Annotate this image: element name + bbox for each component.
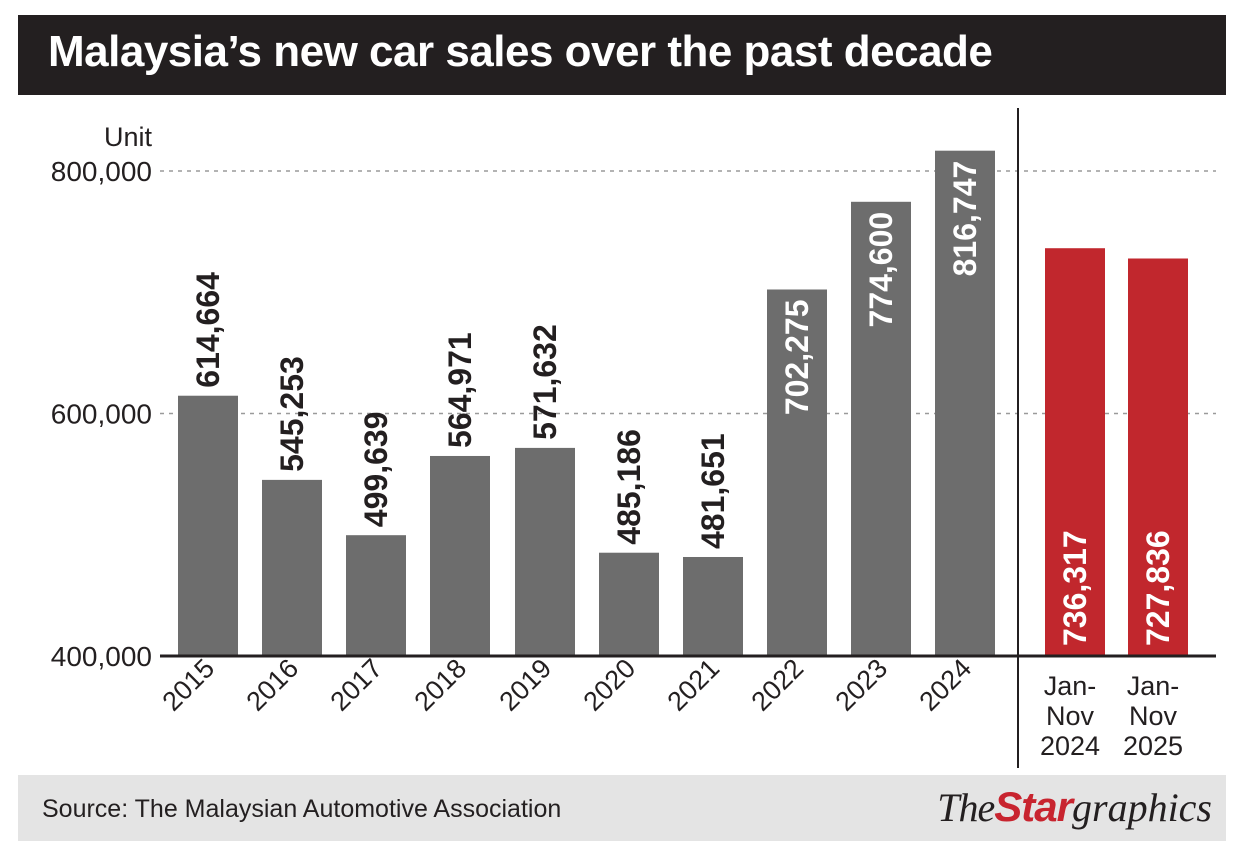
value-label: 481,651 — [695, 433, 731, 549]
y-tick-label: 800,000 — [51, 156, 152, 187]
value-label: 571,632 — [527, 324, 563, 440]
x-tick-label: 2015 — [157, 653, 221, 717]
value-label: 702,275 — [779, 299, 815, 415]
y-tick-label: 600,000 — [51, 399, 152, 430]
bar — [767, 289, 827, 656]
value-label: 499,639 — [358, 412, 394, 528]
bar — [515, 447, 575, 656]
value-label: 727,836 — [1140, 530, 1176, 646]
bar-chart: 400,000 600,000 800,000 Unit 614,664 2015 545,… — [51, 108, 1216, 768]
value-label: 485,186 — [611, 429, 647, 545]
logo-graphics: graphics — [1072, 785, 1212, 830]
bar — [262, 479, 322, 656]
value-label: 774,600 — [863, 212, 899, 328]
x-tick-label: 2021 — [662, 653, 726, 717]
x-tick-label: 2019 — [494, 653, 558, 717]
bar — [935, 150, 995, 656]
x-tick-label: 2024 — [914, 653, 978, 717]
chart-title: Malaysia’s new car sales over the past d… — [48, 27, 993, 76]
logo-the: The — [937, 785, 995, 830]
bar — [178, 395, 238, 656]
bar — [683, 556, 743, 656]
value-label: 816,747 — [947, 161, 983, 277]
y-tick-label: 400,000 — [51, 641, 152, 672]
source-note: Source: The Malaysian Automotive Associa… — [42, 795, 562, 823]
bar — [430, 455, 490, 656]
value-label: 614,664 — [190, 272, 226, 388]
bar — [851, 201, 911, 657]
x-tick-label: 2018 — [409, 653, 473, 717]
x-tick-label: Jan-Nov 2025 — [1123, 671, 1183, 761]
footer: Source: The Malaysian Automotive Associa… — [18, 775, 1226, 841]
bar — [346, 535, 406, 656]
x-tick-label: 2017 — [325, 653, 389, 717]
value-label: 545,253 — [274, 356, 310, 472]
bar — [1045, 248, 1105, 656]
x-tick-label: Jan-Nov 2024 — [1040, 671, 1100, 761]
x-tick-label: 2023 — [830, 653, 894, 717]
bar — [1128, 258, 1188, 656]
x-tick-label: 2022 — [746, 653, 810, 717]
star-graphics-logo: TheStargraphics — [937, 783, 1212, 831]
y-axis-label: Unit — [104, 122, 153, 152]
value-label: 736,317 — [1057, 530, 1093, 646]
x-tick-label: 2016 — [241, 653, 305, 717]
x-tick-label: 2020 — [578, 653, 642, 717]
value-label: 564,971 — [442, 332, 478, 448]
bar — [599, 552, 659, 656]
title-bar: Malaysia’s new car sales over the past d… — [18, 15, 1226, 95]
logo-star: Star — [994, 783, 1073, 830]
